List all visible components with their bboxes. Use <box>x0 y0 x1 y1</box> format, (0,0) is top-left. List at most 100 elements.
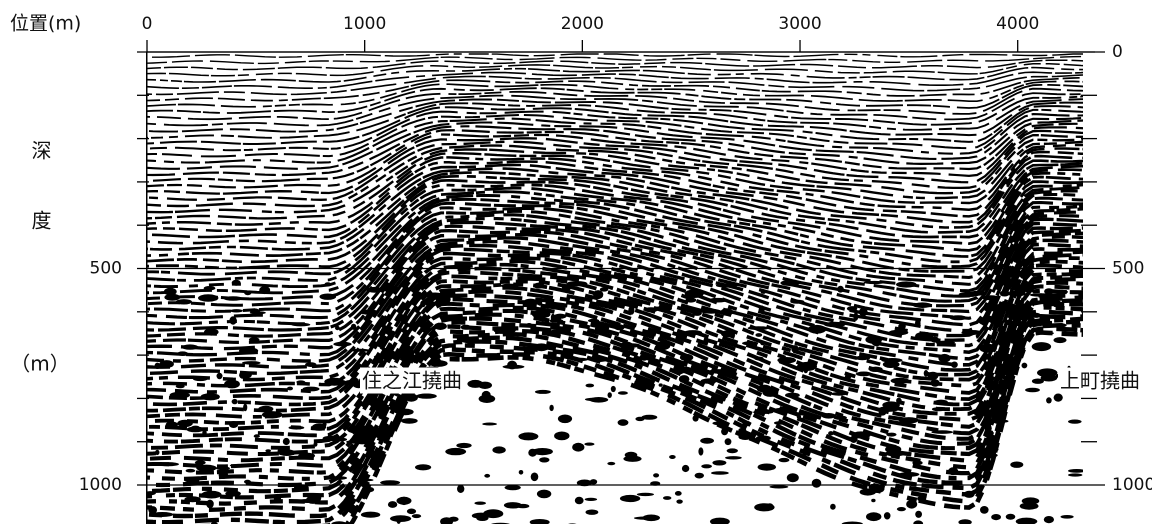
speckle <box>915 332 933 341</box>
speckle <box>262 411 283 418</box>
speckle <box>637 493 654 496</box>
speckle <box>590 479 597 484</box>
speckle <box>303 387 320 392</box>
speckle <box>712 460 726 465</box>
speckle <box>265 449 271 452</box>
speckle <box>289 426 305 430</box>
speckle <box>1054 394 1063 402</box>
speckle <box>990 419 1009 423</box>
speckle <box>202 429 206 437</box>
speckle <box>753 410 773 414</box>
speckle <box>950 315 967 320</box>
speckle <box>484 474 490 478</box>
speckle <box>727 448 738 453</box>
speckle <box>243 404 247 412</box>
speckle <box>1040 332 1054 335</box>
speckle <box>1032 342 1051 351</box>
speckle <box>675 371 683 374</box>
speckle <box>872 338 882 346</box>
speckle <box>802 448 809 456</box>
speckle <box>397 409 414 416</box>
speckle <box>191 426 200 430</box>
speckle <box>898 323 906 329</box>
speckle <box>230 316 237 324</box>
speckle <box>682 465 689 472</box>
speckle <box>416 393 437 398</box>
x-tick-label: 3000 <box>778 14 821 34</box>
speckle <box>759 305 765 313</box>
speckle <box>828 431 834 435</box>
speckle <box>725 456 742 459</box>
speckle <box>278 448 286 455</box>
x-axis-title: 位置(m) <box>10 13 81 35</box>
speckle <box>429 360 448 367</box>
speckle <box>834 416 847 420</box>
speckle <box>757 385 772 393</box>
speckle <box>254 434 260 438</box>
speckle <box>656 341 671 350</box>
speckle <box>415 464 431 470</box>
speckle <box>586 510 599 515</box>
speckle <box>225 491 241 497</box>
speckle <box>790 300 804 304</box>
speckle <box>535 390 551 394</box>
speckle <box>679 375 690 383</box>
speckle <box>482 423 497 426</box>
speckle <box>230 309 243 312</box>
speckle <box>456 443 471 448</box>
speckle <box>975 442 980 445</box>
speckle <box>754 357 763 361</box>
speckle <box>693 311 702 316</box>
speckle <box>551 314 555 323</box>
speckle <box>494 327 516 334</box>
speckle <box>155 450 159 455</box>
speckle <box>185 479 199 483</box>
speckle <box>756 435 771 441</box>
speckle <box>177 420 193 427</box>
speckle <box>917 496 926 501</box>
speckle <box>812 479 822 488</box>
speckle <box>176 385 185 389</box>
speckle <box>440 289 445 294</box>
speckle <box>195 460 206 465</box>
speckle <box>325 282 331 285</box>
speckle <box>709 369 729 374</box>
speckle <box>884 512 891 519</box>
speckle <box>159 360 174 368</box>
speckle <box>755 333 762 337</box>
speckle <box>346 440 360 443</box>
speckle <box>201 393 220 400</box>
speckle <box>915 319 921 327</box>
y-tick-label-right: 1000 <box>1112 475 1152 495</box>
x-tick-label: 0 <box>142 14 153 34</box>
speckle <box>721 428 728 436</box>
speckle <box>1022 497 1040 504</box>
speckle <box>1004 331 1013 338</box>
speckle <box>306 496 320 504</box>
speckle <box>975 448 982 454</box>
speckle <box>982 295 1000 300</box>
x-tick-label: 2000 <box>561 14 604 34</box>
speckle <box>642 515 660 522</box>
speckle <box>335 326 340 330</box>
speckle <box>176 299 192 304</box>
speckle <box>853 313 858 321</box>
speckle <box>1068 473 1082 476</box>
speckle <box>217 373 223 379</box>
speckle <box>896 281 917 287</box>
speckle <box>558 415 572 424</box>
speckle <box>291 323 310 327</box>
speckle <box>157 462 179 466</box>
speckle <box>575 497 584 504</box>
speckle <box>680 354 693 361</box>
speckle <box>250 311 266 314</box>
speckle <box>1068 469 1085 473</box>
speckle <box>1000 290 1010 296</box>
speckle <box>864 281 885 284</box>
speckle <box>259 286 270 294</box>
speckle <box>980 448 999 452</box>
speckle <box>232 399 238 404</box>
y-tick-label-right: 0 <box>1112 42 1123 62</box>
speckle <box>611 386 616 392</box>
speckle <box>554 432 569 441</box>
